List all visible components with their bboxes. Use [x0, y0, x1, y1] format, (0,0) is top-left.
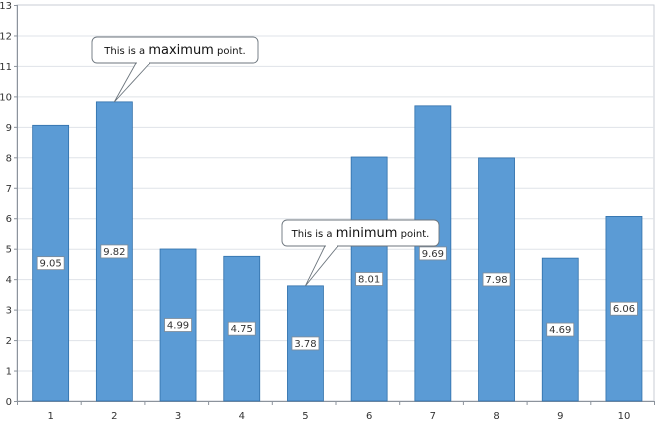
- data-label: 9.82: [103, 247, 125, 258]
- data-label-box: [227, 321, 256, 336]
- callout-tail-cover: [137, 62, 149, 64]
- x-tick-label: 10: [618, 411, 631, 422]
- x-tick-label: 8: [493, 411, 499, 422]
- y-tick-label: 13: [0, 1, 12, 12]
- x-tick-label: 2: [111, 411, 117, 422]
- callout-suffix: point.: [397, 229, 429, 240]
- y-tick-label: 1: [6, 367, 12, 378]
- maximum-callout: This is a maximum point.: [91, 36, 259, 103]
- y-tick-label: 5: [6, 245, 12, 256]
- labels-layer: 9.05 9.82 4.99 4.75 3.78 8.01 9.69 7.98 4.69 6.06: [36, 244, 638, 351]
- data-label: 6.06: [613, 304, 635, 315]
- y-tick-label: 7: [6, 184, 12, 195]
- callout-box: [91, 36, 259, 64]
- callout-suffix: point.: [214, 46, 246, 57]
- data-label-box: [610, 301, 638, 316]
- data-label: 4.69: [549, 325, 571, 336]
- y-tick-label: 9: [6, 123, 12, 134]
- callout-box: [281, 219, 440, 247]
- data-label: 8.01: [358, 275, 380, 286]
- data-label-box: [355, 272, 384, 286]
- data-label-box: [164, 318, 192, 332]
- data-label-box: [36, 256, 65, 271]
- data-label: 4.99: [167, 320, 189, 331]
- data-label: 4.75: [231, 324, 253, 335]
- callout-prefix: This is a: [291, 229, 336, 240]
- x-tick-label: 6: [366, 411, 372, 422]
- x-tick-label: 7: [430, 411, 436, 422]
- data-label: 3.78: [294, 339, 316, 350]
- data-label-box: [291, 336, 320, 351]
- callout-prefix: This is a: [103, 46, 148, 57]
- x-tick-label: 9: [557, 411, 563, 422]
- callout-emphasis: maximum: [148, 43, 214, 58]
- callout-text: This is a maximum point.: [103, 43, 245, 58]
- data-label-box: [546, 322, 575, 337]
- annotations-layer: This is a maximum point.This is a minimu…: [91, 36, 440, 287]
- callout-tail-cover: [326, 245, 337, 247]
- y-tick-label: 10: [0, 92, 12, 103]
- data-label: 9.69: [422, 249, 444, 260]
- x-tick-label: 5: [302, 411, 308, 422]
- callout-emphasis: minimum: [336, 226, 398, 241]
- y-tick-label: 11: [0, 62, 12, 73]
- data-label: 7.98: [485, 275, 507, 286]
- x-tick-label: 3: [175, 411, 181, 422]
- y-tick-label: 0: [6, 397, 12, 408]
- callout-text: This is a minimum point.: [291, 226, 430, 241]
- data-label-box: [482, 272, 511, 287]
- data-label: 9.05: [40, 259, 62, 270]
- y-tick-label: 3: [6, 306, 12, 317]
- y-tick-label: 8: [6, 153, 12, 164]
- data-label-box: [418, 246, 447, 261]
- y-tick-label: 4: [6, 275, 12, 286]
- minimum-callout: This is a minimum point.: [281, 219, 440, 287]
- y-tick-label: 12: [0, 31, 12, 42]
- y-tick-label: 6: [6, 214, 12, 225]
- x-tick-label: 4: [239, 411, 245, 422]
- callout-tail: [113, 62, 152, 103]
- y-tick-label: 2: [6, 336, 12, 347]
- data-label-box: [100, 244, 129, 259]
- x-tick-label: 1: [47, 411, 53, 422]
